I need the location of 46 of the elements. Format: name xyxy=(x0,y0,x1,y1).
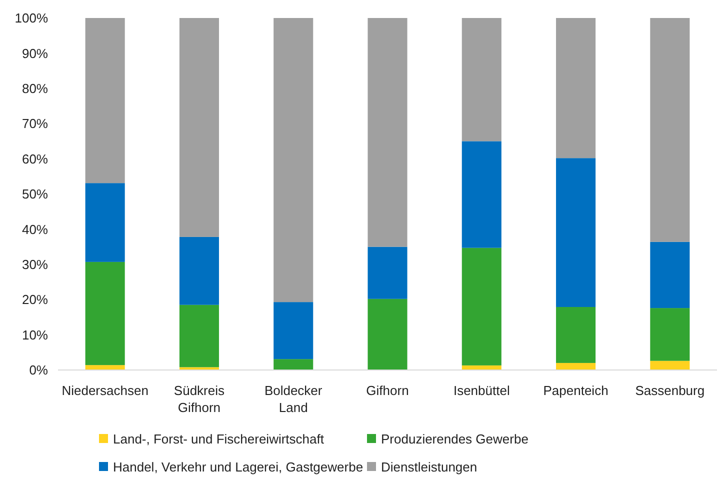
y-tick-label: 0% xyxy=(29,362,48,378)
x-tick-label: Isenbüttel xyxy=(453,383,510,398)
bar xyxy=(85,262,125,366)
bar xyxy=(650,242,690,308)
x-tick-label: Südkreis Gifhorn xyxy=(174,383,226,415)
legend-label: Produzierendes Gewerbe xyxy=(381,432,528,447)
bar xyxy=(274,302,314,360)
x-tick-label: Boldecker Land xyxy=(264,383,323,415)
y-tick-label: 40% xyxy=(22,222,48,237)
bar xyxy=(650,18,690,242)
y-tick-label: 30% xyxy=(22,256,48,272)
bar xyxy=(274,359,314,370)
y-tick-label: 70% xyxy=(22,116,48,132)
y-tick-label: 100% xyxy=(14,10,48,26)
bar xyxy=(368,298,408,370)
bar xyxy=(85,365,125,370)
bar xyxy=(85,18,125,184)
bar xyxy=(368,246,408,299)
legend-label: Land-, Forst- und Fischereiwirtschaft xyxy=(113,432,324,447)
bar xyxy=(556,18,596,158)
y-tick-label: 90% xyxy=(22,46,48,61)
bar xyxy=(462,18,502,142)
bar xyxy=(179,236,219,305)
legend-label: Dienstleistungen xyxy=(381,460,478,475)
bar xyxy=(556,158,596,307)
x-tick-label: Niedersachsen xyxy=(62,383,148,398)
y-tick-label: 60% xyxy=(22,151,48,166)
bar xyxy=(179,304,219,368)
bar xyxy=(368,18,408,247)
x-tick-label: Gifhorn xyxy=(366,383,409,398)
bar xyxy=(462,141,502,248)
bar xyxy=(650,360,690,370)
x-tick-label: Sassenburg xyxy=(635,383,705,398)
x-tick-label: Papenteich xyxy=(543,383,608,398)
y-tick-label: 20% xyxy=(22,292,48,308)
bar xyxy=(274,18,314,302)
bar xyxy=(650,308,690,361)
bar xyxy=(556,362,596,370)
y-tick-label: 80% xyxy=(22,80,48,96)
legend-label: Handel, Verkehr und Lagerei, Gastgewerbe xyxy=(113,460,364,475)
y-tick-label: 50% xyxy=(22,186,48,202)
bar xyxy=(462,248,502,366)
y-tick-label: 10% xyxy=(22,327,48,342)
bar xyxy=(85,183,125,262)
bar xyxy=(556,306,596,363)
bar xyxy=(179,18,219,237)
